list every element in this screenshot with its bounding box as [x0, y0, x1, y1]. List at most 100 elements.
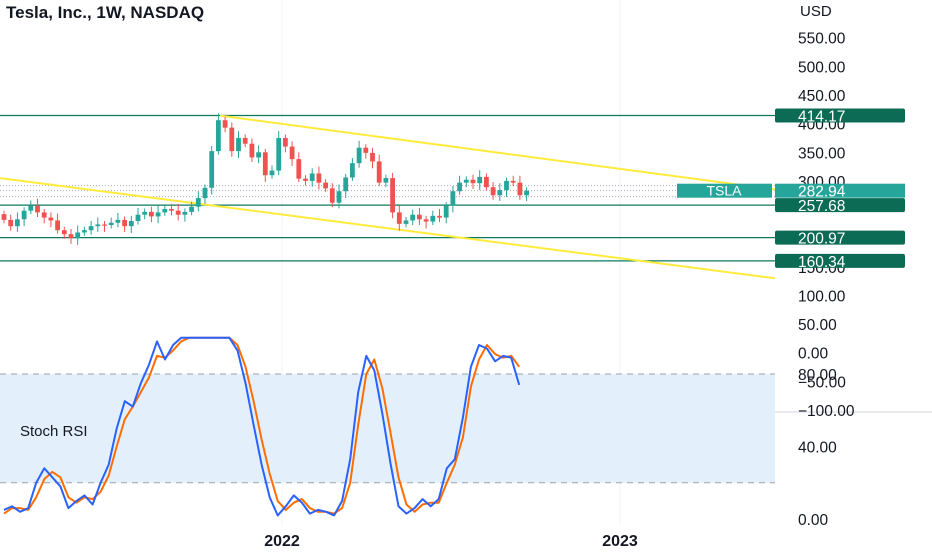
- candle-body: [135, 214, 141, 222]
- candle-body: [82, 230, 87, 233]
- candle-body: [256, 152, 261, 158]
- candle-body: [303, 178, 308, 181]
- level-badge[interactable]: [775, 198, 905, 213]
- price-axis-label: −100.00: [798, 403, 855, 420]
- candle-body: [262, 152, 268, 176]
- price-axis-label: 100.00: [798, 288, 846, 305]
- candle-body: [289, 146, 295, 160]
- candle-body: [108, 222, 114, 226]
- candle-body: [457, 182, 462, 192]
- candle-body: [470, 179, 476, 184]
- level-badge[interactable]: [775, 230, 905, 245]
- candle-body: [383, 178, 389, 183]
- price-axis-label: −50.00: [798, 374, 846, 391]
- candle-body: [169, 208, 174, 211]
- candle-body: [323, 182, 328, 189]
- candle-body: [309, 173, 315, 181]
- candle-body: [149, 211, 154, 217]
- candle-body: [88, 226, 94, 231]
- symbol-tag[interactable]: [677, 183, 772, 198]
- candle-body: [403, 220, 409, 224]
- candle-body: [21, 210, 27, 220]
- candle-body: [142, 211, 148, 215]
- candle-body: [115, 219, 121, 223]
- candle-body: [8, 219, 14, 227]
- candle-body: [28, 205, 34, 211]
- price-axis-label: 450.00: [798, 88, 846, 105]
- level-badge[interactable]: [775, 108, 905, 123]
- candle-body: [370, 152, 375, 162]
- candle-body: [222, 120, 228, 128]
- candle-body: [430, 215, 436, 222]
- last-price-label: 282.94: [798, 184, 846, 201]
- candle-body: [236, 137, 241, 152]
- stoch-band-fill: [0, 374, 775, 483]
- price-axis-label: 0.00: [798, 346, 829, 363]
- candle-body: [510, 180, 516, 183]
- candle-body: [363, 147, 369, 153]
- candle-body: [356, 147, 362, 164]
- channel-upper-trendline[interactable]: [219, 114, 776, 191]
- candle-body: [61, 230, 67, 235]
- candle-body: [423, 219, 429, 222]
- candle-body: [450, 191, 456, 206]
- candle-body: [128, 221, 134, 227]
- time-axis-label: 2023: [602, 533, 638, 550]
- candle-body: [276, 137, 282, 171]
- candle-body: [249, 143, 255, 158]
- stoch-axis-label: 40.00: [798, 440, 837, 457]
- candle-body: [242, 137, 248, 144]
- candle-body: [477, 176, 483, 184]
- candle-body: [517, 182, 523, 196]
- candle-body: [55, 220, 60, 231]
- stoch-axis-label: 80.00: [798, 367, 837, 384]
- candle-body: [48, 217, 54, 221]
- candle-body: [122, 219, 127, 227]
- candle-body: [102, 224, 107, 226]
- candle-body: [437, 215, 442, 218]
- price-axis-label: 550.00: [798, 31, 846, 48]
- level-badge[interactable]: [775, 253, 905, 268]
- candle-body: [216, 120, 221, 152]
- candle-body: [316, 173, 322, 183]
- chart-title: Tesla, Inc., 1W, NASDAQ: [6, 3, 204, 22]
- candle-body: [410, 214, 416, 221]
- candle-body: [376, 161, 382, 183]
- level-badge-label: 257.68: [798, 198, 845, 215]
- candle-body: [329, 188, 335, 203]
- stoch-axis-label: 0.00: [798, 512, 829, 529]
- candle-body: [390, 178, 395, 213]
- candle-body: [343, 177, 349, 192]
- level-badge-label: 200.97: [798, 231, 845, 248]
- candle-body: [497, 190, 503, 196]
- candle-body: [504, 180, 509, 191]
- last-price-badge[interactable]: [775, 183, 905, 198]
- candle-body: [463, 179, 469, 183]
- candle-body: [209, 151, 215, 188]
- stoch-k-line[interactable]: [3, 336, 521, 517]
- candle-body: [524, 190, 529, 196]
- candle-body: [202, 187, 208, 199]
- candle-body: [75, 232, 81, 239]
- candle-body: [484, 176, 489, 188]
- price-axis-label: 350.00: [798, 145, 846, 162]
- time-axis-label: 2022: [264, 533, 300, 550]
- candle-body: [336, 191, 342, 203]
- candle-body: [296, 159, 302, 179]
- candle-body: [283, 137, 288, 147]
- candle-body: [68, 234, 74, 239]
- indicator-name: Stoch RSI: [20, 423, 88, 440]
- candle-body: [162, 208, 168, 213]
- candle-body: [396, 212, 402, 224]
- price-axis-label: 500.00: [798, 59, 846, 76]
- candle-body: [41, 212, 47, 218]
- level-badge-label: 414.17: [798, 109, 845, 126]
- candle-body: [182, 211, 188, 215]
- candle-body: [269, 170, 275, 176]
- candle-body: [175, 210, 181, 215]
- channel-lower-trendline[interactable]: [0, 177, 776, 280]
- candle-body: [155, 212, 161, 217]
- candle-body: [15, 219, 20, 227]
